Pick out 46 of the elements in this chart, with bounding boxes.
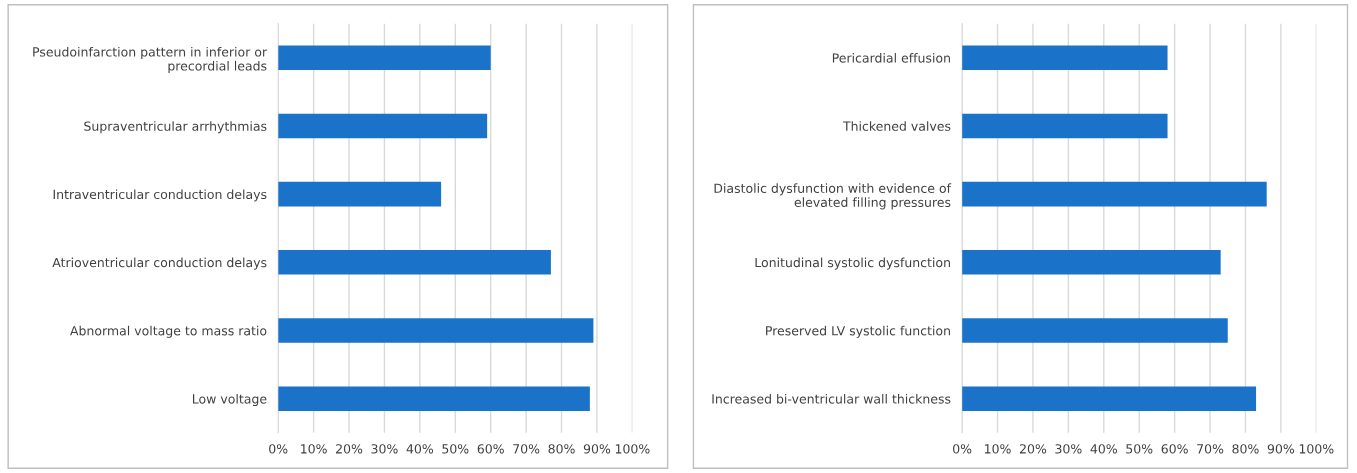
x-tick-label: 0% xyxy=(269,444,288,454)
x-tick-label: 70% xyxy=(513,444,540,454)
x-tick-label: 80% xyxy=(1232,444,1259,454)
x-tick-label: 30% xyxy=(371,444,398,454)
y-tick-label: Pseudoinfarction pattern in inferior or precordial leads xyxy=(33,46,268,74)
y-tick-label: Lonitudinal systolic dysfunction xyxy=(755,257,950,270)
y-tick-label: Diastolic dysfunction with evidence of elevated filling pressures xyxy=(714,183,952,210)
bar xyxy=(278,45,491,71)
y-tick-label: Preserved LV systolic function xyxy=(766,325,950,338)
x-tick-label: 100% xyxy=(1299,444,1334,454)
x-tick-label: 90% xyxy=(1267,444,1295,454)
y-tick-label: Intraventricular conduction delays xyxy=(53,189,267,202)
x-tick-label: 50% xyxy=(1126,444,1153,454)
x-tick-label: 60% xyxy=(1161,444,1188,454)
bar xyxy=(962,318,1228,343)
x-tick-label: 50% xyxy=(442,444,469,454)
bar xyxy=(278,181,442,207)
x-tick-label: 20% xyxy=(1019,444,1047,454)
x-tick-label: 40% xyxy=(406,444,434,454)
x-tick-label: 70% xyxy=(1197,444,1224,454)
y-tick-label: Pericardial effusion xyxy=(832,53,950,63)
x-tick-label: 10% xyxy=(301,444,327,454)
y-tick-label: Supraventricular arrhythmias xyxy=(84,121,267,134)
x-tick-label: 20% xyxy=(336,444,363,454)
x-tick-label: 10% xyxy=(985,444,1011,454)
x-tick-label: 30% xyxy=(1055,444,1082,454)
bar xyxy=(962,181,1267,207)
x-tick-label: 100% xyxy=(615,444,650,454)
bar xyxy=(278,386,590,411)
x-tick-label: 80% xyxy=(548,444,575,454)
y-tick-label: Low voltage xyxy=(193,393,267,407)
y-tick-label: Abnormal voltage to mass ratio xyxy=(70,325,267,338)
bar xyxy=(962,386,1257,411)
x-tick-label: 0% xyxy=(953,444,972,454)
bar xyxy=(278,113,488,139)
y-tick-label: Thickened valves xyxy=(842,121,951,131)
y-tick-label: Atrioventricular conduction delays xyxy=(52,257,267,270)
x-tick-label: 90% xyxy=(583,444,611,454)
bar xyxy=(278,318,594,343)
bar xyxy=(962,113,1168,139)
x-tick-label: 60% xyxy=(477,444,504,454)
bar xyxy=(278,250,551,275)
y-tick-label: Increased bi-ventricular wall thickness xyxy=(712,393,951,404)
x-tick-label: 40% xyxy=(1090,444,1117,454)
bar xyxy=(962,250,1221,275)
bar xyxy=(962,45,1168,71)
